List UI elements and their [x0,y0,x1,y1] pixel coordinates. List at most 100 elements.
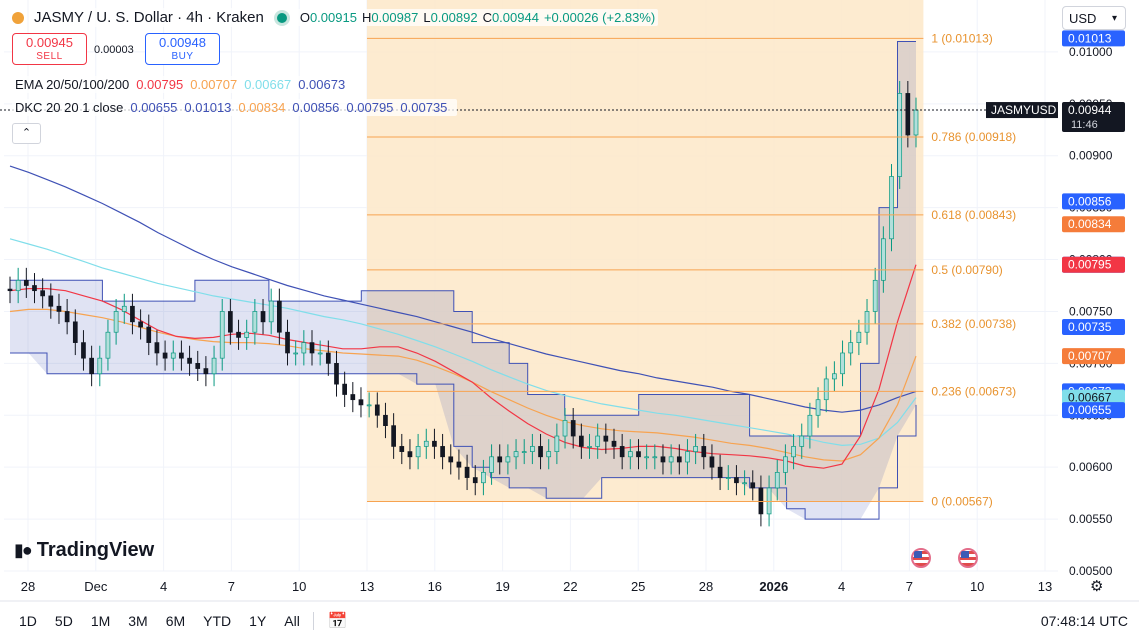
candle-body[interactable] [113,311,119,333]
candle-body[interactable] [799,435,805,447]
candle-body[interactable] [864,311,870,333]
candle-body[interactable] [97,357,103,375]
ema50-line[interactable] [9,308,917,462]
candle-body[interactable] [481,472,486,484]
candle-body[interactable] [734,477,739,484]
candle-body[interactable] [627,451,633,458]
candle-body[interactable] [856,331,862,343]
timeframe-button[interactable]: 1Y [249,613,267,629]
candle-body[interactable] [709,456,715,468]
candle-body[interactable] [219,311,225,359]
timeframe-button[interactable]: YTD [203,613,232,629]
candle-body[interactable] [203,368,209,375]
candle-body[interactable] [285,331,290,354]
candle-body[interactable] [399,446,405,452]
candle-body[interactable] [889,176,894,240]
candle-body[interactable] [162,352,168,359]
candle-body[interactable] [579,435,584,447]
candle-body[interactable] [905,93,911,136]
currency-select[interactable]: USD ▾ [1062,6,1126,30]
candle-body[interactable] [48,295,54,307]
candle-body[interactable] [64,311,70,323]
candle-body[interactable] [72,321,78,343]
candle-body[interactable] [881,238,886,281]
timeframe-button[interactable]: 5D [54,613,73,629]
candle-body[interactable] [432,440,437,447]
candle-body[interactable] [815,399,821,416]
candle-body[interactable] [611,440,617,447]
candle-body[interactable] [301,342,307,354]
candle-body[interactable] [391,425,396,447]
candle-body[interactable] [317,352,323,355]
candle-body[interactable] [415,446,421,458]
candle-body[interactable] [56,305,62,312]
candle-body[interactable] [15,279,21,292]
candle-body[interactable] [277,300,282,333]
sell-button[interactable]: 0.00945 SELL [12,33,87,65]
candle-body[interactable] [138,321,143,328]
timeframe-button[interactable]: All [284,613,300,629]
candle-body[interactable] [758,487,764,515]
candle-body[interactable] [350,394,356,401]
candle-body[interactable] [40,290,45,297]
buy-button[interactable]: 0.00948 BUY [145,33,220,65]
ema-legend[interactable]: EMA 20/50/100/200 0.00795 0.00707 0.00667 0.… [12,76,356,93]
utc-clock[interactable]: 07:48:14 UTC [1040,613,1128,629]
candle-body[interactable] [440,446,445,458]
candle-body[interactable] [130,305,135,323]
candle-body[interactable] [489,456,494,473]
candle-body[interactable] [146,326,152,343]
candle-body[interactable] [383,414,388,427]
ema200-line[interactable] [9,165,917,413]
candle-body[interactable] [872,279,878,312]
axis-settings-icon[interactable]: ⚙ [1090,578,1104,595]
candle-body[interactable] [823,378,829,401]
candle-body[interactable] [505,456,511,463]
candle-body[interactable] [32,285,37,292]
candle-body[interactable] [530,446,535,452]
candle-body[interactable] [7,288,13,292]
calendar-range-icon[interactable]: 📅 [327,613,348,630]
candle-body[interactable] [23,279,29,286]
candle-body[interactable] [538,446,543,458]
candle-body[interactable] [154,342,160,354]
candle-body[interactable] [472,477,478,484]
candle-body[interactable] [366,404,372,407]
price-axis[interactable] [1058,0,1139,600]
candle-body[interactable] [456,461,462,468]
candle-body[interactable] [309,342,315,354]
candle-body[interactable] [497,456,503,463]
candle-body[interactable] [717,466,723,478]
candle-body[interactable] [562,420,568,437]
candle-body[interactable] [325,352,331,364]
candle-body[interactable] [750,482,756,489]
candle-body[interactable] [570,420,576,437]
candle-body[interactable] [244,331,250,338]
time-axis[interactable] [0,572,1058,602]
candle-body[interactable] [652,456,658,459]
candle-body[interactable] [913,109,919,136]
candle-body[interactable] [807,414,813,437]
candle-body[interactable] [644,456,649,459]
candle-body[interactable] [423,440,429,447]
candle-body[interactable] [464,466,470,478]
candle-body[interactable] [342,383,347,395]
candle-body[interactable] [660,456,666,463]
candle-body[interactable] [521,451,527,453]
timeframe-button[interactable]: 3M [128,613,148,629]
timeframe-button[interactable]: 6M [165,613,186,629]
candle-body[interactable] [832,373,837,380]
candle-body[interactable] [211,357,217,375]
candle-body[interactable] [685,451,690,463]
candle-body[interactable] [693,446,698,452]
candle-body[interactable] [121,305,127,312]
timeframe-button[interactable]: 1M [90,613,111,629]
channel-lower-line[interactable] [10,352,917,520]
collapse-legend-button[interactable]: ⌃ [12,123,41,144]
candle-body[interactable] [407,451,413,458]
candle-body[interactable] [636,451,641,458]
candle-body[interactable] [554,435,560,452]
candle-body[interactable] [668,456,674,463]
candle-body[interactable] [293,352,299,355]
